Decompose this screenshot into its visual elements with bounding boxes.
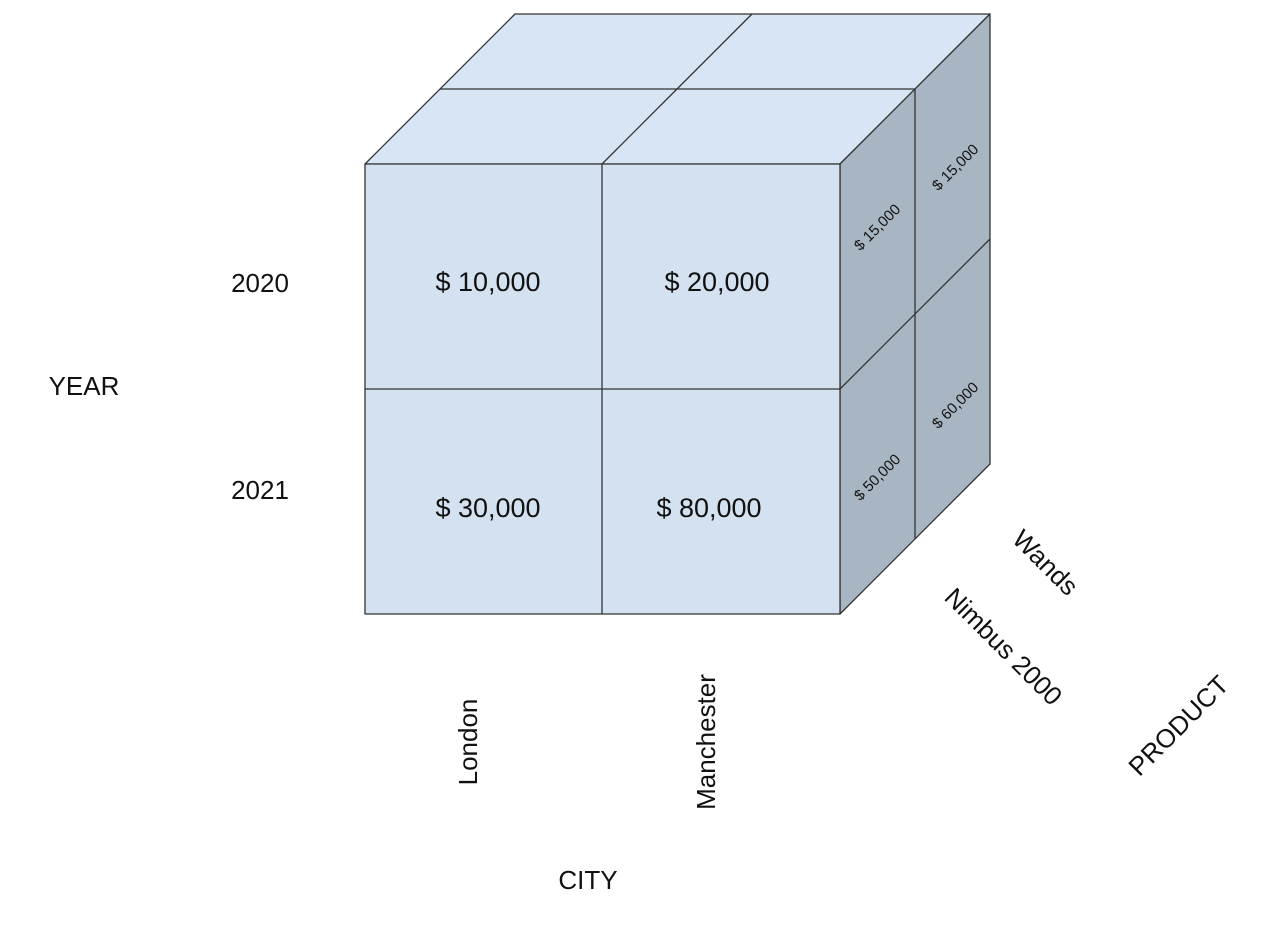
cell-manchester-2020: $ 20,000 — [664, 267, 769, 297]
axis-label-2020: 2020 — [231, 268, 289, 298]
axis-label-london: London — [453, 699, 483, 786]
axis-label-manchester: Manchester — [691, 674, 721, 810]
cell-london-2021: $ 30,000 — [435, 493, 540, 523]
axis-label-nimbus-2000: Nimbus 2000 — [939, 582, 1069, 712]
side-divider-year — [839, 238, 991, 390]
cell-london-2020: $ 10,000 — [435, 267, 540, 297]
cell-manchester-2021: $ 80,000 — [656, 493, 761, 523]
top-divider-city — [601, 13, 753, 165]
axis-label-2021: 2021 — [231, 475, 289, 505]
axis-title-product: PRODUCT — [1122, 669, 1234, 781]
axis-label-wands: Wands — [1007, 524, 1085, 602]
axis-title-year: YEAR — [49, 371, 120, 401]
axis-title-city: CITY — [558, 865, 617, 895]
